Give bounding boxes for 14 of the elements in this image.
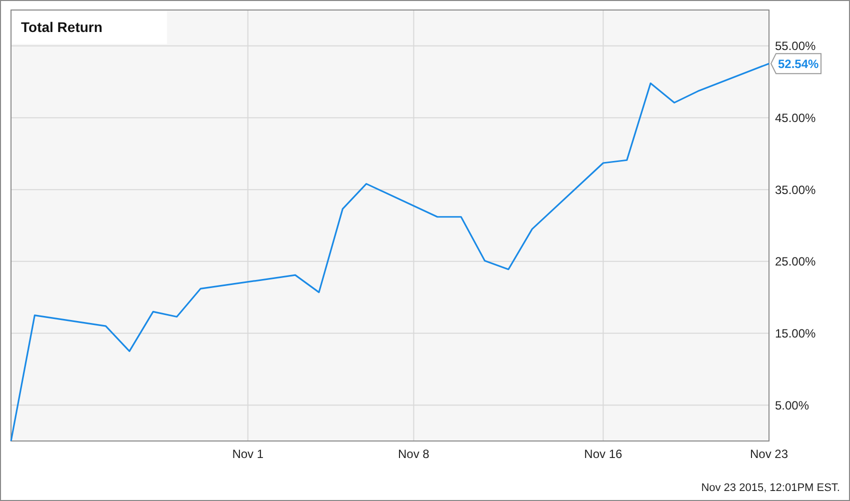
y-tick-label: 45.00%	[775, 110, 816, 125]
x-tick-label: Nov 8	[398, 447, 430, 461]
text: Total Return	[21, 19, 102, 35]
y-tick-label: 35.00%	[775, 182, 816, 197]
y-tick-label: 5.00%	[775, 398, 810, 412]
x-tick-label: Nov 1	[232, 447, 264, 461]
data-label: 52.54%	[778, 57, 820, 72]
x-tick-label: Nov 23	[750, 447, 788, 461]
x-tick-label: Nov 16	[584, 447, 623, 461]
y-tick-label: 55.00%	[775, 39, 816, 54]
y-tick-label: 15.00%	[775, 326, 816, 340]
y-tick-label: 25.00%	[775, 254, 816, 269]
line-series	[10, 62, 770, 442]
text: Nov 23 2015, 12:01PM EST.	[701, 482, 840, 494]
